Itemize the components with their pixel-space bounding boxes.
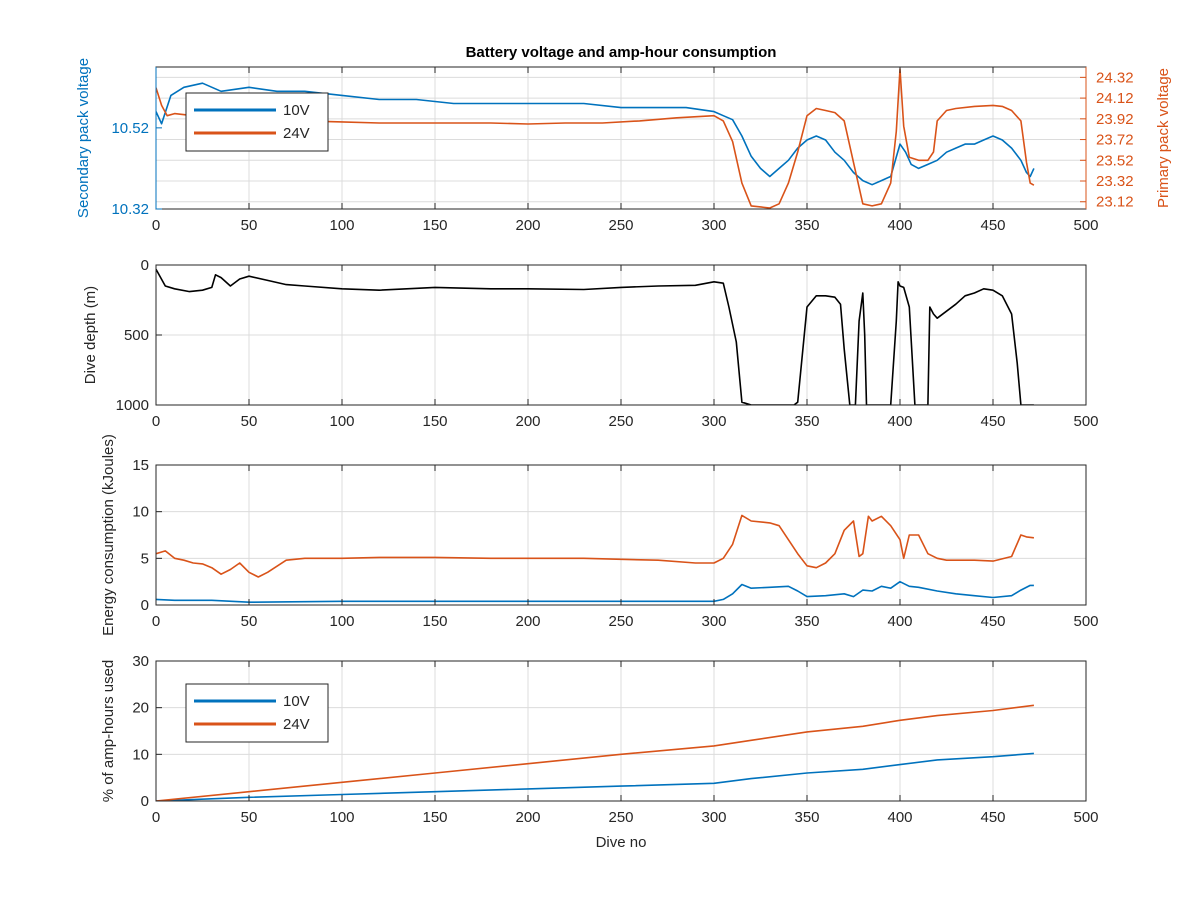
x-tick-label: 400 [887,413,912,430]
subplots: 0 50 100 150 200 250 300 350 400 450 50010.3210.52… [75,58,1172,851]
x-tick-label: 300 [701,809,726,826]
x-tick-label: 50 [241,413,258,430]
series-line-orange-0 [156,514,1034,578]
x-tick-label: 500 [1073,809,1098,826]
legend-box [185,92,329,152]
legend-label: 24V [283,125,310,142]
y-tick-label: 5 [141,550,149,567]
y-tick-label: 30 [132,653,149,670]
x-tick-label: 150 [422,217,447,234]
x-tick-label: 500 [1073,613,1098,630]
x-tick-label: 150 [422,613,447,630]
x-tick-label: 250 [608,613,633,630]
legend-label: 24V [283,716,310,733]
legend-box [185,683,329,743]
series-line-black-0 [156,268,1034,405]
subplot-4: 0 50 100 150 200 250 300 350 400 450 500 0 10 20 30 % o… [100,653,1099,851]
x-tick-label: 100 [329,413,354,430]
y-right-tick-label: 23.92 [1096,111,1134,128]
y-tick-label: 10 [132,504,149,521]
y-tick-label: 1000 [116,397,149,414]
x-tick-label: 150 [422,809,447,826]
series-line-24v [156,704,1035,801]
y-tick-label: 0 [141,597,149,614]
series-line-24v [156,68,1035,209]
x-tick-label: 350 [794,217,819,234]
x-tick-label: 300 [701,413,726,430]
y-right-tick-label: 24.32 [1096,69,1134,86]
subplot-1: 0 50 100 150 200 250 300 350 400 450 500 10.32 10.52… [75,58,1172,234]
x-tick-label: 50 [241,613,258,630]
x-tick-label: 0 [152,613,160,630]
series-line-blue-1 [156,580,1034,604]
x-tick-label: 200 [515,809,540,826]
x-tick-label: 200 [515,217,540,234]
y-tick-label: 0 [141,793,149,810]
subplot-2: 0 50 100 150 200 250 300 350 400 450 500 0 500 1000 Di… [82,257,1099,430]
figure-title: Battery voltage and amp-hour consumption [466,44,777,61]
y-right-tick-label: 23.32 [1096,173,1134,190]
y-right-tick-label: 24.12 [1096,90,1134,107]
x-tick-label: 150 [422,413,447,430]
x-tick-label: 450 [980,613,1005,630]
x-tick-label: 100 [329,217,354,234]
legend-label: 10V [283,102,310,119]
y-axis-label: % of amp-hours used [100,660,117,803]
x-tick-label: 450 [980,413,1005,430]
series-line-10v [156,752,1034,801]
x-tick-label: 450 [980,809,1005,826]
x-tick-label: 500 [1073,217,1098,234]
x-tick-label: 400 [887,613,912,630]
x-axis-label: Dive no [596,834,647,851]
x-tick-label: 200 [515,413,540,430]
x-tick-label: 50 [241,217,258,234]
y-axis-label: Dive depth (m) [82,286,99,384]
y-tick-label: 10.52 [111,120,149,137]
y-right-tick-label: 23.52 [1096,152,1134,169]
x-tick-label: 0 [152,217,160,234]
x-tick-label: 350 [794,809,819,826]
y-right-axis-label: Primary pack voltage [1155,68,1172,208]
x-tick-label: 0 [152,809,160,826]
x-tick-label: 400 [887,809,912,826]
y-tick-label: 20 [132,700,149,717]
x-tick-label: 250 [608,809,633,826]
x-tick-label: 200 [515,613,540,630]
y-tick-label: 10 [132,746,149,763]
y-right-tick-label: 23.12 [1096,194,1134,211]
x-tick-label: 100 [329,613,354,630]
legend-label: 10V [283,693,310,710]
x-tick-label: 50 [241,809,258,826]
x-tick-label: 450 [980,217,1005,234]
x-tick-label: 300 [701,613,726,630]
x-tick-label: 250 [608,217,633,234]
x-tick-label: 300 [701,217,726,234]
subplot-3: 0 50 100 150 200 250 300 350 400 450 500 0 5 10 15 Ener… [100,434,1099,636]
x-tick-label: 100 [329,809,354,826]
y-tick-label: 0 [141,257,149,274]
x-tick-label: 350 [794,613,819,630]
y-right-tick-label: 23.72 [1096,132,1134,149]
x-tick-label: 400 [887,217,912,234]
x-tick-label: 250 [608,413,633,430]
y-tick-label: 10.32 [111,201,149,218]
x-tick-label: 350 [794,413,819,430]
x-tick-label: 500 [1073,413,1098,430]
y-axis-label: Energy consumption (kJoules) [100,434,117,636]
x-tick-label: 0 [152,413,160,430]
y-axis-label: Secondary pack voltage [75,58,92,218]
y-tick-label: 15 [132,457,149,474]
series-line-10v [156,82,1035,186]
y-tick-label: 500 [124,327,149,344]
